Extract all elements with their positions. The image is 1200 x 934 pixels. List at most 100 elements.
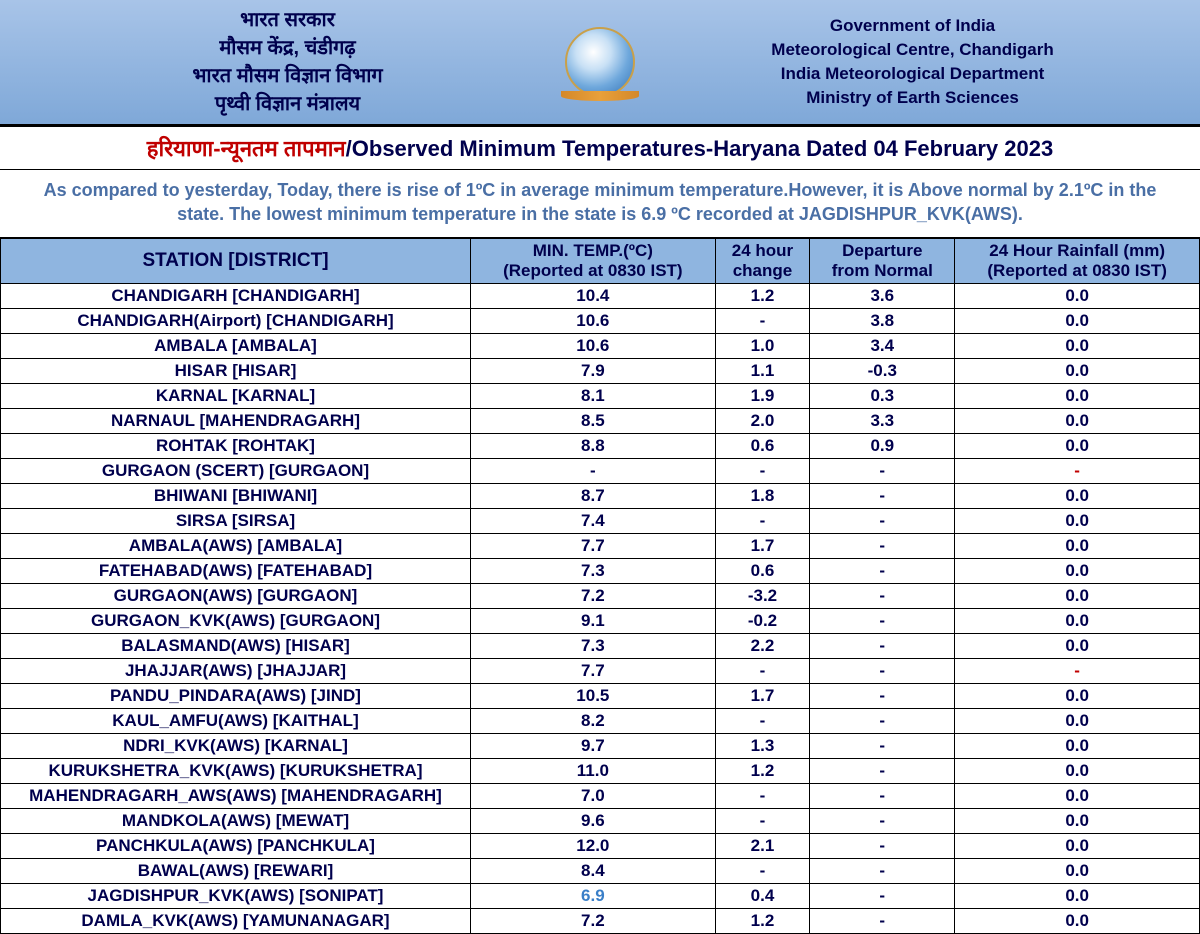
temp-cell: 8.7 <box>471 484 716 509</box>
table-row: KURUKSHETRA_KVK(AWS) [KURUKSHETRA]11.01.… <box>1 759 1200 784</box>
table-row: BHIWANI [BHIWANI]8.71.8-0.0 <box>1 484 1200 509</box>
change-cell: - <box>715 859 810 884</box>
report-title: हरियाणा-न्यूनतम तापमान/Observed Minimum … <box>0 127 1200 170</box>
rainfall-cell: - <box>955 459 1200 484</box>
gov-en-l2: Meteorological Centre, Chandigarh <box>645 38 1180 62</box>
departure-cell: 0.9 <box>810 434 955 459</box>
table-row: GURGAON(AWS) [GURGAON]7.2-3.2-0.0 <box>1 584 1200 609</box>
rainfall-cell: - <box>955 659 1200 684</box>
departure-cell: 3.8 <box>810 309 955 334</box>
station-cell: PANDU_PINDARA(AWS) [JIND] <box>1 684 471 709</box>
station-cell: GURGAON_KVK(AWS) [GURGAON] <box>1 609 471 634</box>
station-cell: ROHTAK [ROHTAK] <box>1 434 471 459</box>
rainfall-cell: 0.0 <box>955 484 1200 509</box>
change-cell: 0.6 <box>715 559 810 584</box>
departure-cell: - <box>810 659 955 684</box>
temp-cell: 6.9 <box>471 884 716 909</box>
table-row: AMBALA [AMBALA]10.61.03.40.0 <box>1 334 1200 359</box>
column-header: STATION [DISTRICT] <box>1 238 471 284</box>
table-row: NDRI_KVK(AWS) [KARNAL]9.71.3-0.0 <box>1 734 1200 759</box>
station-cell: KURUKSHETRA_KVK(AWS) [KURUKSHETRA] <box>1 759 471 784</box>
column-header: 24 Hour Rainfall (mm)(Reported at 0830 I… <box>955 238 1200 284</box>
change-cell: 1.2 <box>715 909 810 934</box>
station-cell: KAUL_AMFU(AWS) [KAITHAL] <box>1 709 471 734</box>
logo-container <box>555 27 645 97</box>
rainfall-cell: 0.0 <box>955 859 1200 884</box>
station-cell: AMBALA [AMBALA] <box>1 334 471 359</box>
table-row: GURGAON_KVK(AWS) [GURGAON]9.1-0.2-0.0 <box>1 609 1200 634</box>
departure-cell: - <box>810 859 955 884</box>
table-row: ROHTAK [ROHTAK]8.80.60.90.0 <box>1 434 1200 459</box>
departure-cell: 3.6 <box>810 284 955 309</box>
station-cell: HISAR [HISAR] <box>1 359 471 384</box>
station-cell: BAWAL(AWS) [REWARI] <box>1 859 471 884</box>
temperature-table: STATION [DISTRICT]MIN. TEMP.(ºC)(Reporte… <box>0 237 1200 934</box>
rainfall-cell: 0.0 <box>955 284 1200 309</box>
rainfall-cell: 0.0 <box>955 384 1200 409</box>
column-header: MIN. TEMP.(ºC)(Reported at 0830 IST) <box>471 238 716 284</box>
table-row: MAHENDRAGARH_AWS(AWS) [MAHENDRAGARH]7.0-… <box>1 784 1200 809</box>
rainfall-cell: 0.0 <box>955 409 1200 434</box>
station-cell: GURGAON(AWS) [GURGAON] <box>1 584 471 609</box>
change-cell: 1.2 <box>715 284 810 309</box>
station-cell: JAGDISHPUR_KVK(AWS) [SONIPAT] <box>1 884 471 909</box>
rainfall-cell: 0.0 <box>955 784 1200 809</box>
rainfall-cell: 0.0 <box>955 809 1200 834</box>
table-row: KARNAL [KARNAL]8.11.90.30.0 <box>1 384 1200 409</box>
station-cell: FATEHABAD(AWS) [FATEHABAD] <box>1 559 471 584</box>
station-cell: CHANDIGARH(Airport) [CHANDIGARH] <box>1 309 471 334</box>
station-cell: KARNAL [KARNAL] <box>1 384 471 409</box>
station-cell: NDRI_KVK(AWS) [KARNAL] <box>1 734 471 759</box>
temp-cell: 7.2 <box>471 584 716 609</box>
table-row: BAWAL(AWS) [REWARI]8.4--0.0 <box>1 859 1200 884</box>
departure-cell: - <box>810 709 955 734</box>
temp-cell: 8.4 <box>471 859 716 884</box>
departure-cell: - <box>810 784 955 809</box>
table-row: PANDU_PINDARA(AWS) [JIND]10.51.7-0.0 <box>1 684 1200 709</box>
change-cell: - <box>715 459 810 484</box>
title-hindi: हरियाणा-न्यूनतम तापमान <box>147 136 346 161</box>
table-row: CHANDIGARH(Airport) [CHANDIGARH]10.6-3.8… <box>1 309 1200 334</box>
table-row: MANDKOLA(AWS) [MEWAT]9.6--0.0 <box>1 809 1200 834</box>
departure-cell: -0.3 <box>810 359 955 384</box>
temp-cell: 7.0 <box>471 784 716 809</box>
column-header: 24 hourchange <box>715 238 810 284</box>
rainfall-cell: 0.0 <box>955 684 1200 709</box>
change-cell: - <box>715 509 810 534</box>
rainfall-cell: 0.0 <box>955 834 1200 859</box>
departure-cell: - <box>810 684 955 709</box>
change-cell: - <box>715 309 810 334</box>
departure-cell: - <box>810 534 955 559</box>
station-cell: JHAJJAR(AWS) [JHAJJAR] <box>1 659 471 684</box>
station-cell: CHANDIGARH [CHANDIGARH] <box>1 284 471 309</box>
temp-cell: 11.0 <box>471 759 716 784</box>
rainfall-cell: 0.0 <box>955 359 1200 384</box>
change-cell: -0.2 <box>715 609 810 634</box>
rainfall-cell: 0.0 <box>955 534 1200 559</box>
temp-cell: 9.6 <box>471 809 716 834</box>
change-cell: - <box>715 659 810 684</box>
rainfall-cell: 0.0 <box>955 559 1200 584</box>
temp-cell: 7.3 <box>471 559 716 584</box>
header-band: भारत सरकार मौसम केंद्र, चंडीगढ़ भारत मौस… <box>0 0 1200 127</box>
departure-cell: - <box>810 459 955 484</box>
table-row: FATEHABAD(AWS) [FATEHABAD]7.30.6-0.0 <box>1 559 1200 584</box>
temp-cell: 10.5 <box>471 684 716 709</box>
change-cell: 1.3 <box>715 734 810 759</box>
rainfall-cell: 0.0 <box>955 509 1200 534</box>
table-row: HISAR [HISAR]7.91.1-0.30.0 <box>1 359 1200 384</box>
departure-cell: - <box>810 734 955 759</box>
departure-cell: - <box>810 484 955 509</box>
table-row: JAGDISHPUR_KVK(AWS) [SONIPAT]6.90.4-0.0 <box>1 884 1200 909</box>
departure-cell: - <box>810 759 955 784</box>
table-body: CHANDIGARH [CHANDIGARH]10.41.23.60.0CHAN… <box>1 284 1200 934</box>
gov-hi-l1: भारत सरकार <box>20 6 555 34</box>
departure-cell: - <box>810 634 955 659</box>
change-cell: -3.2 <box>715 584 810 609</box>
gov-en-l4: Ministry of Earth Sciences <box>645 86 1180 110</box>
departure-cell: 3.4 <box>810 334 955 359</box>
change-cell: 2.0 <box>715 409 810 434</box>
table-row: NARNAUL [MAHENDRAGARH]8.52.03.30.0 <box>1 409 1200 434</box>
summary-text: As compared to yesterday, Today, there i… <box>0 170 1200 237</box>
table-row: BALASMAND(AWS) [HISAR]7.32.2-0.0 <box>1 634 1200 659</box>
